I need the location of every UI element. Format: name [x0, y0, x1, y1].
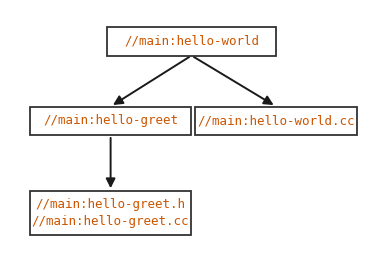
Text: //main:hello-world.cc: //main:hello-world.cc	[197, 114, 355, 127]
Text: //main:hello-greet: //main:hello-greet	[43, 114, 178, 127]
Text: //main:hello-greet.h
//main:hello-greet.cc: //main:hello-greet.h //main:hello-greet.…	[32, 198, 189, 228]
Bar	[195, 106, 357, 135]
Bar	[30, 106, 192, 135]
Bar	[30, 191, 192, 235]
Bar	[107, 27, 276, 55]
Text: //main:hello-world: //main:hello-world	[124, 35, 259, 48]
